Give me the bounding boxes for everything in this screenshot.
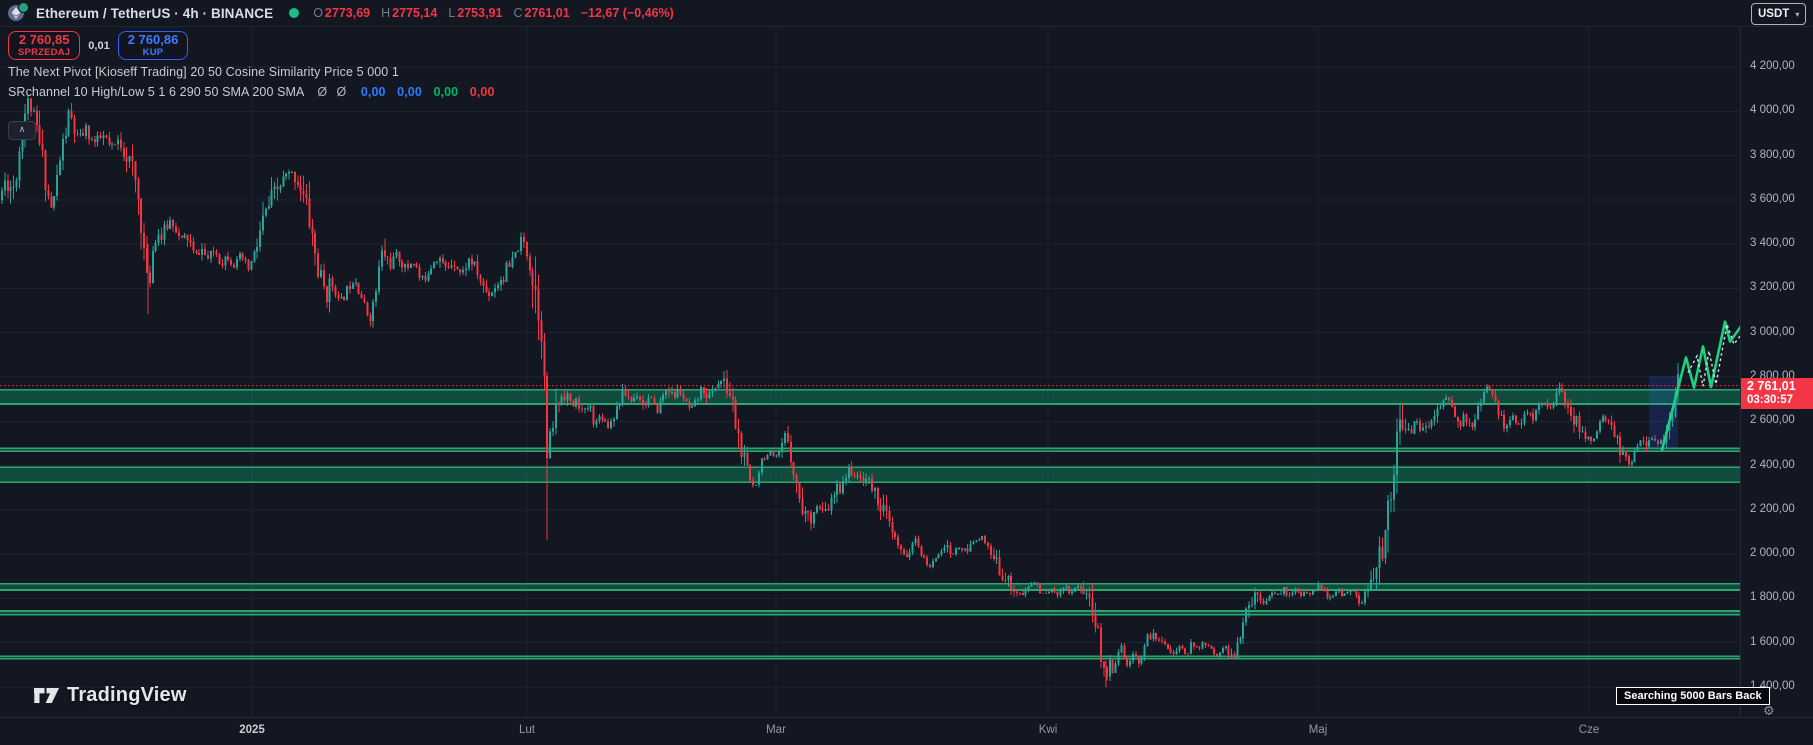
buy-price: 2 760,86 <box>127 32 179 47</box>
price-tick: 2 400,00 <box>1750 458 1795 471</box>
price-tick: 1 800,00 <box>1750 591 1795 604</box>
open-label: O <box>313 6 323 20</box>
tradingview-logo-icon <box>34 688 59 703</box>
trade-panel: 2 760,85 SPRZEDAJ 0,01 2 760,86 KUP <box>8 31 189 60</box>
low-value: 2753,91 <box>457 6 503 20</box>
close-label: C <box>513 6 523 20</box>
price-tick: 3 200,00 <box>1750 281 1795 294</box>
buy-button[interactable]: 2 760,86 KUP <box>117 31 189 60</box>
currency-selector[interactable]: USDT ▾ <box>1751 3 1807 25</box>
price-tick: 2 000,00 <box>1750 547 1795 560</box>
ohlc-readout: O 2773,69 H 2775,14 L 2753,91 C 2761,01 … <box>313 6 674 20</box>
last-price-value: 2 761,01 <box>1747 378 1796 393</box>
price-tick: 2 200,00 <box>1750 502 1795 515</box>
sell-label: SPRZEDAJ <box>18 47 71 58</box>
ethereum-tether-icon <box>8 2 30 23</box>
indicator-next-pivot-title: The Next Pivot [Kioseff Trading] 20 50 C… <box>8 65 399 79</box>
high-value: 2775,14 <box>392 6 438 20</box>
searching-bars-tooltip: Searching 5000 Bars Back <box>1616 687 1770 705</box>
time-axis-label: 2025 <box>239 724 265 736</box>
searching-bars-text: Searching 5000 Bars Back <box>1624 690 1762 702</box>
chevron-up-icon: ∧ <box>18 124 26 134</box>
time-axis-label: Maj <box>1308 724 1328 736</box>
watermark-text: TradingView <box>67 684 187 706</box>
price-tick: 3 000,00 <box>1750 325 1795 338</box>
price-tick: 3 400,00 <box>1750 237 1795 250</box>
chart-canvas <box>0 0 1740 716</box>
tradingview-watermark[interactable]: TradingView <box>33 684 187 707</box>
sell-button[interactable]: 2 760,85 SPRZEDAJ <box>8 31 81 60</box>
bar-countdown: 03:30:57 <box>1747 393 1794 406</box>
time-axis-label: Kwi <box>1038 724 1058 736</box>
indicator-value-1: 0,00 <box>360 85 386 99</box>
open-value: 2773,69 <box>324 6 371 20</box>
indicator-value-2: 0,00 <box>397 85 422 99</box>
last-price-label: 2 761,01 03:30:57 <box>1741 377 1813 409</box>
close-value: 2761,01 <box>524 6 570 20</box>
candlestick-chart[interactable] <box>0 0 1740 716</box>
price-tick: 2 600,00 <box>1750 414 1795 427</box>
spread-value: 0,01 <box>88 39 110 52</box>
time-axis-label: Cze <box>1578 724 1600 736</box>
tether-badge-icon <box>18 2 29 13</box>
indicator-srchannel-title: SRchannel 10 High/Low 5 1 6 290 50 SMA 2… <box>8 85 304 99</box>
time-axis-label: Lut <box>519 724 535 736</box>
indicator-value-3: 0,00 <box>433 85 459 99</box>
top-bar: Ethereum / TetherUS · 4h · BINANCE O 277… <box>0 0 1813 27</box>
high-label: H <box>381 6 391 20</box>
price-tick: 4 200,00 <box>1750 60 1795 72</box>
price-tick: 4 000,00 <box>1750 104 1795 117</box>
price-tick: 1 600,00 <box>1750 635 1795 648</box>
buy-label: KUP <box>142 47 164 58</box>
indicator-srchannel[interactable]: SRchannel 10 High/Low 5 1 6 290 50 SMA 2… <box>8 85 495 99</box>
indicator-next-pivot[interactable]: The Next Pivot [Kioseff Trading] 20 50 C… <box>8 65 399 79</box>
time-axis[interactable]: 2025 Lut Mar Kwi Maj Cze <box>0 717 1813 745</box>
pane-collapse-button[interactable]: ∧ <box>8 121 36 140</box>
currency-label: USDT <box>1758 8 1790 20</box>
market-open-dot-icon[interactable] <box>289 8 300 18</box>
sell-price: 2 760,85 <box>18 32 70 47</box>
price-axis[interactable]: 2 761,01 03:30:57 ⚙ 4 200,00 4 000,00 3 80… <box>1740 0 1813 718</box>
price-tick: 3 600,00 <box>1750 192 1795 205</box>
change-value: −12,67 (−0,46%) <box>580 6 674 20</box>
indicator-srchannel-phi: Ø Ø <box>317 85 350 99</box>
indicator-value-4: 0,00 <box>469 85 495 99</box>
time-axis-label: Mar <box>766 724 786 736</box>
symbol-title[interactable]: Ethereum / TetherUS · 4h · BINANCE <box>36 5 274 21</box>
chevron-down-icon: ▾ <box>1795 9 1800 19</box>
gear-icon[interactable]: ⚙ <box>1763 703 1775 718</box>
low-label: L <box>448 6 456 20</box>
price-tick: 3 800,00 <box>1750 148 1795 161</box>
